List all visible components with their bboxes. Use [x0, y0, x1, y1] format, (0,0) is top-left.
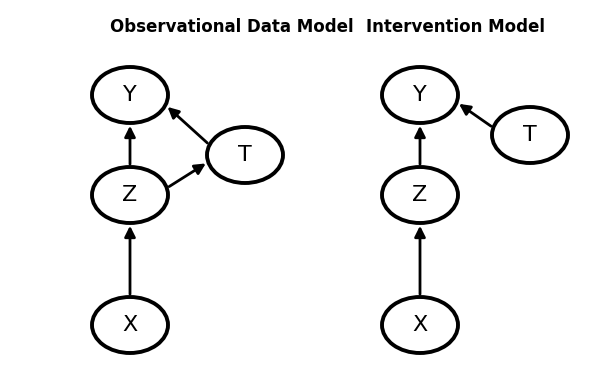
Ellipse shape	[92, 167, 168, 223]
Text: Observational Data Model: Observational Data Model	[110, 18, 353, 36]
Text: X: X	[413, 315, 427, 335]
Text: T: T	[238, 145, 252, 165]
Text: Intervention Model: Intervention Model	[365, 18, 545, 36]
Text: T: T	[523, 125, 537, 145]
Ellipse shape	[382, 167, 458, 223]
Text: Z: Z	[123, 185, 137, 205]
Ellipse shape	[92, 67, 168, 123]
Text: Z: Z	[413, 185, 427, 205]
Text: X: X	[123, 315, 137, 335]
Ellipse shape	[92, 297, 168, 353]
Ellipse shape	[492, 107, 568, 163]
Ellipse shape	[207, 127, 283, 183]
Text: Y: Y	[123, 85, 137, 105]
Ellipse shape	[382, 67, 458, 123]
Text: Y: Y	[413, 85, 427, 105]
Ellipse shape	[382, 297, 458, 353]
